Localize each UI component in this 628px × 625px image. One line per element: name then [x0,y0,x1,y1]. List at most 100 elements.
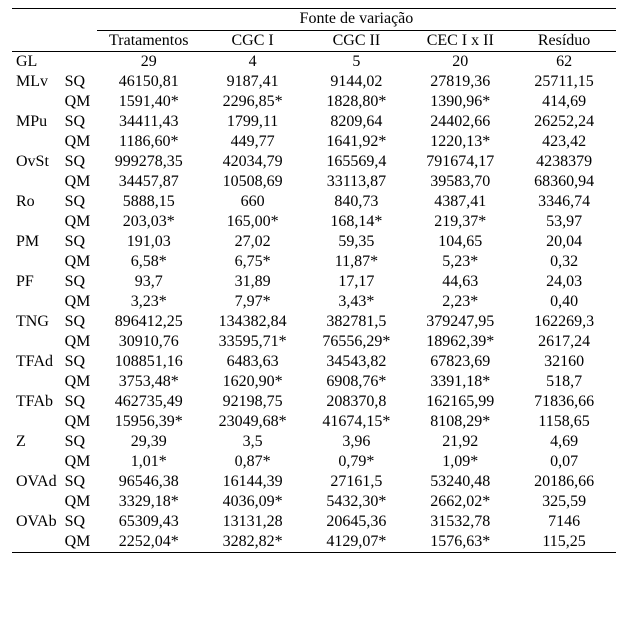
stat-label: SQ [61,152,97,172]
cell-value: 4238379 [512,152,616,172]
cell-value: 9187,41 [201,72,305,92]
cell-value: 134382,84 [201,312,305,332]
group-label: PF [12,272,61,292]
group-label: OVAd [12,472,61,492]
cell-value: 1576,63* [408,532,512,553]
group-label [12,212,61,232]
cell-value: 31532,78 [408,512,512,532]
cell-value: 16144,39 [201,472,305,492]
stat-label: QM [61,252,97,272]
group-label: Ro [12,192,61,212]
stat-label: SQ [61,392,97,412]
cell-value: 4036,09* [201,492,305,512]
cell-value: 108851,16 [97,352,201,372]
table-row-sq: MLvSQ46150,819187,419144,0227819,3625711… [12,72,616,92]
group-label [12,92,61,112]
cell-value: 20186,66 [512,472,616,492]
cell-value: 68360,94 [512,172,616,192]
cell-value: 53240,48 [408,472,512,492]
table-row-sq: PFSQ93,731,8917,1744,6324,03 [12,272,616,292]
cell-value: 65309,43 [97,512,201,532]
cell-value: 26252,24 [512,112,616,132]
cell-value: 2296,85* [201,92,305,112]
cell-value: 8209,64 [305,112,409,132]
cell-value: 462735,49 [97,392,201,412]
cell-value: 3,23* [97,292,201,312]
cell-value: 7,97* [201,292,305,312]
stat-label: SQ [61,232,97,252]
group-label [12,132,61,152]
cell-value: 162269,3 [512,312,616,332]
cell-value: 1,09* [408,452,512,472]
cell-value: 518,7 [512,372,616,392]
cell-value: 1158,65 [512,412,616,432]
stat-label: QM [61,132,97,152]
cell-value: 3,43* [305,292,409,312]
cell-value: 1828,80* [305,92,409,112]
cell-value: 203,03* [97,212,201,232]
cell-value: 104,65 [408,232,512,252]
cell-value: 23049,68* [201,412,305,432]
table-row-qm: QM15956,39*23049,68*41674,15*8108,29*115… [12,412,616,432]
cell-value: 379247,95 [408,312,512,332]
gl-label: GL [12,52,61,73]
table-row-qm: QM1591,40*2296,85*1828,80*1390,96*414,69 [12,92,616,112]
cell-value: 0,79* [305,452,409,472]
cell-value: 0,32 [512,252,616,272]
group-label [12,532,61,553]
cell-value: 4,69 [512,432,616,452]
cell-value: 92198,75 [201,392,305,412]
cell-value: 3753,48* [97,372,201,392]
stat-label: SQ [61,352,97,372]
cell-value: 2252,04* [97,532,201,553]
stat-label: SQ [61,112,97,132]
group-label: TFAb [12,392,61,412]
table-row-sq: OvStSQ999278,3542034,79165569,4791674,17… [12,152,616,172]
cell-value: 3,96 [305,432,409,452]
gl-row: GL29452062 [12,52,616,73]
group-label: TFAd [12,352,61,372]
table-row-qm: QM3329,18*4036,09*5432,30*2662,02*325,59 [12,492,616,512]
cell-value: 6483,63 [201,352,305,372]
stat-label: QM [61,532,97,553]
anova-table-wrap: Fonte de variação Tratamentos CGC I CGC … [12,8,616,553]
cell-value: 10508,69 [201,172,305,192]
cell-value: 165,00* [201,212,305,232]
cell-value: 168,14* [305,212,409,232]
table-row-sq: MPuSQ34411,431799,118209,6424402,6626252… [12,112,616,132]
cell-value: 21,92 [408,432,512,452]
table-row-sq: RoSQ5888,15660840,734387,413346,74 [12,192,616,212]
table-row-qm: QM3,23*7,97*3,43*2,23*0,40 [12,292,616,312]
cell-value: 27,02 [201,232,305,252]
gl-value: 29 [97,52,201,73]
cell-value: 59,35 [305,232,409,252]
cell-value: 7146 [512,512,616,532]
anova-table: Fonte de variação Tratamentos CGC I CGC … [12,8,616,553]
table-row-sq: TNGSQ896412,25134382,84382781,5379247,95… [12,312,616,332]
cell-value: 219,37* [408,212,512,232]
stat-label: QM [61,212,97,232]
group-label [12,252,61,272]
gl-value: 20 [408,52,512,73]
stat-label: SQ [61,312,97,332]
group-label [12,332,61,352]
gl-value: 4 [201,52,305,73]
group-label: TNG [12,312,61,332]
gl-value: 5 [305,52,409,73]
cell-value: 76556,29* [305,332,409,352]
cell-value: 17,17 [305,272,409,292]
cell-value: 840,73 [305,192,409,212]
table-row-qm: QM30910,7633595,71*76556,29*18962,39*261… [12,332,616,352]
cell-value: 27819,36 [408,72,512,92]
cell-value: 13131,28 [201,512,305,532]
cell-value: 3282,82* [201,532,305,553]
cell-value: 27161,5 [305,472,409,492]
cell-value: 24402,66 [408,112,512,132]
stat-label: SQ [61,512,97,532]
cell-value: 9144,02 [305,72,409,92]
group-label: MPu [12,112,61,132]
col-header: CGC II [305,31,409,52]
source-header-row: Fonte de variação [12,9,616,31]
group-label: Z [12,432,61,452]
cell-value: 33595,71* [201,332,305,352]
